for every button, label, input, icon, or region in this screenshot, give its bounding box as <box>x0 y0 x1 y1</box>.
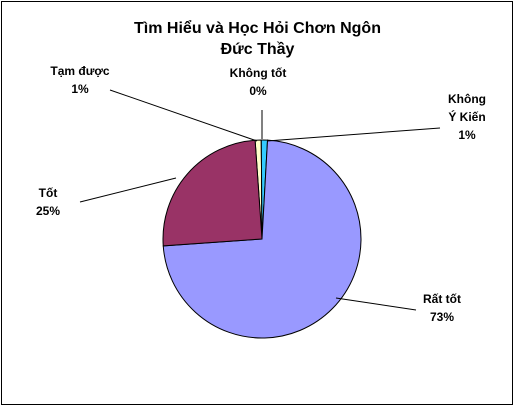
value-label: 1% <box>71 82 89 96</box>
data-label: Rất tốt 73% <box>397 290 487 326</box>
pie-slice <box>162 139 263 247</box>
leader-line <box>109 89 258 142</box>
value-label: 25% <box>35 204 61 218</box>
category-label: Rất tốt <box>423 292 461 306</box>
pie <box>162 139 362 339</box>
leader-line <box>79 177 177 203</box>
data-label: Tạm được 1% <box>35 62 125 98</box>
leader-line <box>335 297 417 311</box>
value-label: 1% <box>458 128 476 142</box>
category-label: Không Ý Kiến <box>448 92 486 124</box>
category-label: Tạm được <box>50 64 110 78</box>
category-label: Tốt <box>38 186 58 200</box>
category-label: Không tốt <box>229 66 287 80</box>
chart-title: Tìm Hiểu và Học Hỏi Chơn Ngôn Đức Thầy <box>0 18 515 60</box>
data-label: Không Ý Kiến 1% <box>444 90 490 144</box>
data-label: Không tốt 0% <box>213 64 303 100</box>
leader-line <box>266 127 441 142</box>
leader-lines <box>79 89 441 311</box>
value-label: 0% <box>249 84 267 98</box>
chart-title-text: Tìm Hiểu và Học Hỏi Chơn Ngôn Đức Thầy <box>134 20 381 58</box>
value-label: 73% <box>429 310 455 324</box>
data-label: Tốt 25% <box>3 184 93 220</box>
